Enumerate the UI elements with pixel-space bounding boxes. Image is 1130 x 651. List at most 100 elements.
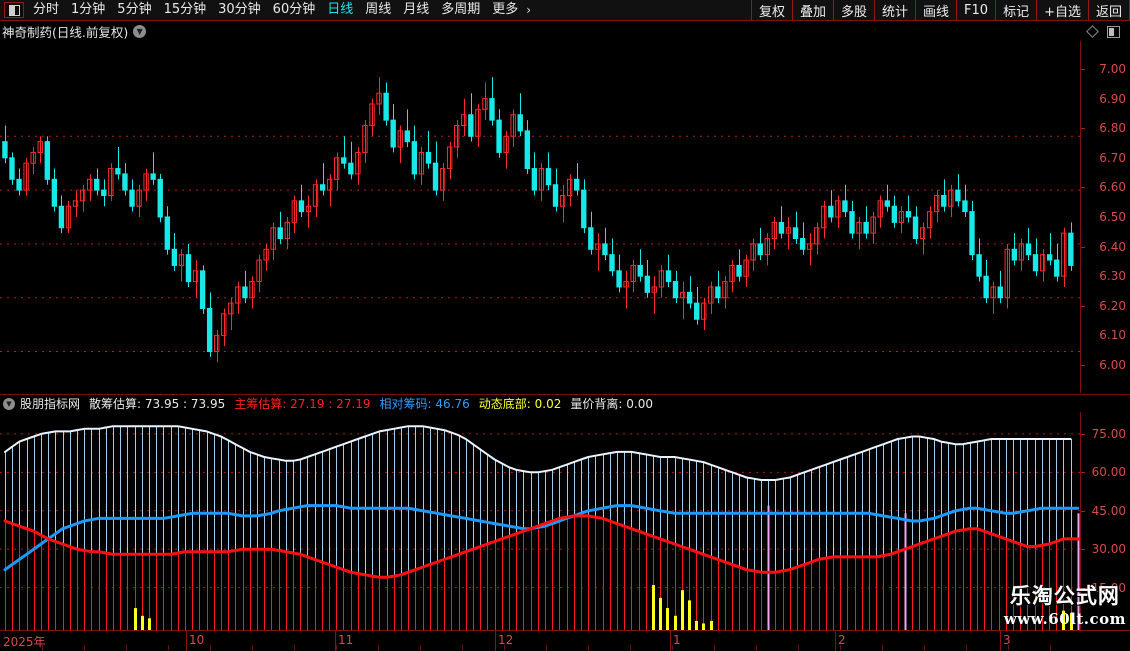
date-axis-separator	[1000, 631, 1001, 651]
title-right-icons	[1086, 25, 1130, 38]
panel-glyph	[8, 4, 20, 16]
period-tab-10[interactable]: 更多	[492, 2, 519, 17]
indicator-axis-tick	[1081, 587, 1085, 589]
indicator-axis-label: 30.00	[1091, 542, 1126, 557]
panel-icon[interactable]	[4, 2, 24, 18]
date-axis-minor-tick	[168, 645, 169, 650]
period-tab-0[interactable]: 分时	[33, 2, 60, 17]
toolbar-button-zixuan[interactable]: +自选	[1036, 0, 1088, 20]
chevron-down-icon[interactable]: ▼	[133, 25, 147, 38]
date-axis-separator	[335, 631, 336, 651]
date-axis-minor-tick	[882, 645, 883, 650]
indicator-axis-label: 60.00	[1091, 465, 1126, 480]
price-axis-tick	[1081, 187, 1085, 189]
date-axis-minor-tick	[42, 645, 43, 650]
date-axis-label: 1	[673, 633, 681, 647]
price-axis-tick	[1081, 128, 1085, 130]
toolbar-button-fanhui[interactable]: 返回	[1087, 0, 1130, 20]
dongtai-key: 动态底部:	[478, 397, 531, 411]
diamond-icon[interactable]	[1086, 25, 1099, 38]
period-tab-1[interactable]: 1分钟	[71, 2, 106, 17]
candlestick-chart	[0, 77, 1080, 363]
date-axis-label: 3	[1003, 633, 1011, 647]
price-axis-tick	[1081, 305, 1085, 307]
xiangdui-value: 46.76	[435, 397, 470, 411]
date-axis-minor-tick	[756, 645, 757, 650]
price-axis-label: 6.40	[1099, 239, 1126, 254]
date-axis-label: 11	[338, 633, 354, 647]
indicator-axis-tick	[1081, 433, 1085, 435]
indicator-stat-zhuchou: 主筹估算: 27.19 : 27.19	[234, 395, 370, 412]
period-tab-7[interactable]: 周线	[365, 2, 392, 17]
date-axis-minor-tick	[1008, 645, 1009, 650]
indicator-axis-label: 45.00	[1091, 503, 1126, 518]
zhuchou-key: 主筹估算:	[234, 397, 287, 411]
zhuchou-value: 27.19 : 27.19	[290, 397, 371, 411]
date-axis-minor-tick	[1050, 645, 1051, 650]
dongtai-value: 0.02	[534, 397, 562, 411]
period-tab-2[interactable]: 5分钟	[117, 2, 152, 17]
period-tab-5[interactable]: 60分钟	[272, 2, 316, 17]
toolbar-action-group: 复权 叠加 多股 统计 画线 F10 标记 +自选 返回	[750, 0, 1130, 20]
toolbar-button-huaxian[interactable]: 画线	[915, 0, 956, 20]
panel-toggle-icon[interactable]	[1107, 25, 1120, 38]
indicator-stat-dongtai: 动态底部: 0.02	[479, 395, 562, 412]
price-axis: 7.00 6.90 6.80 6.70 6.60 6.50 6.40 6.30 6.20 6.10…	[1080, 41, 1130, 393]
date-axis-minor-tick	[294, 645, 295, 650]
price-axis-label: 6.20	[1099, 298, 1126, 313]
chevron-right-icon[interactable]: ›	[526, 3, 532, 17]
date-axis-minor-tick	[546, 645, 547, 650]
price-axis-label: 6.50	[1099, 210, 1126, 224]
date-axis-minor-tick	[798, 645, 799, 650]
date-axis-minor-tick	[966, 645, 967, 650]
date-axis-separator	[186, 631, 187, 651]
date-axis-minor-tick	[378, 645, 379, 650]
date-axis-minor-tick	[84, 645, 85, 650]
date-axis-minor-tick	[420, 645, 421, 650]
date-axis-minor-tick	[504, 645, 505, 650]
toolbar-button-fuquan[interactable]: 复权	[750, 0, 792, 20]
indicator-stat-liangjia: 量价背离: 0.00	[570, 395, 653, 412]
date-axis-minor-tick	[252, 645, 253, 650]
date-axis-separator	[670, 631, 671, 651]
toolbar-button-duogu[interactable]: 多股	[832, 0, 874, 20]
sanchou-value: 73.95 : 73.95	[144, 397, 226, 411]
price-axis-tick	[1081, 246, 1085, 248]
period-tab-8[interactable]: 月线	[403, 2, 430, 17]
date-axis-minor-tick	[714, 645, 715, 650]
period-tab-6[interactable]: 日线	[327, 2, 354, 17]
liangjia-value: 0.00	[626, 397, 653, 411]
stock-title-row: 神奇制药(日线.前复权) ▼	[0, 22, 1130, 41]
price-axis-label: 6.60	[1099, 180, 1126, 195]
date-axis-minor-tick	[840, 645, 841, 650]
date-axis-separator	[835, 631, 836, 651]
toolbar-button-f10[interactable]: F10	[956, 0, 995, 20]
period-tab-4[interactable]: 30分钟	[218, 2, 261, 17]
toolbar-button-tongji[interactable]: 统计	[874, 0, 915, 20]
xiangdui-key: 相对筹码:	[379, 397, 432, 411]
indicator-chart-pane[interactable]	[0, 412, 1080, 630]
toolbar-button-biaoji[interactable]: 标记	[995, 0, 1036, 20]
indicator-chevron-icon[interactable]: ▼	[3, 397, 15, 410]
period-tab-3[interactable]: 15分钟	[163, 2, 207, 17]
toolbar-button-diejia[interactable]: 叠加	[791, 0, 833, 20]
indicator-axis-tick	[1081, 472, 1085, 474]
indicator-axis-label: 15.00	[1091, 580, 1126, 595]
date-axis-minor-tick	[336, 645, 337, 650]
date-axis-minor-tick	[630, 645, 631, 650]
period-tab-9[interactable]: 多周期	[441, 2, 481, 17]
date-axis-minor-tick	[924, 645, 925, 650]
indicator-header: ▼ 股朋指标网 散筹估算: 73.95 : 73.95 主筹估算: 27.19 …	[0, 394, 1130, 412]
liangjia-key: 量价背离:	[570, 397, 623, 411]
indicator-axis-label: 75.00	[1091, 426, 1126, 441]
date-axis-minor-tick	[126, 645, 127, 650]
indicator-axis-tick	[1081, 549, 1085, 551]
date-axis-label: 2025年	[3, 635, 46, 649]
date-axis-separator	[495, 631, 496, 651]
date-axis: 2025年 10 11 12 1 2 3	[0, 630, 1130, 651]
price-axis-label: 6.30	[1099, 269, 1126, 284]
indicator-stat-sanchou: 散筹估算: 73.95 : 73.95	[89, 395, 225, 412]
price-axis-label: 6.80	[1099, 121, 1126, 136]
price-chart-pane[interactable]	[0, 41, 1080, 393]
